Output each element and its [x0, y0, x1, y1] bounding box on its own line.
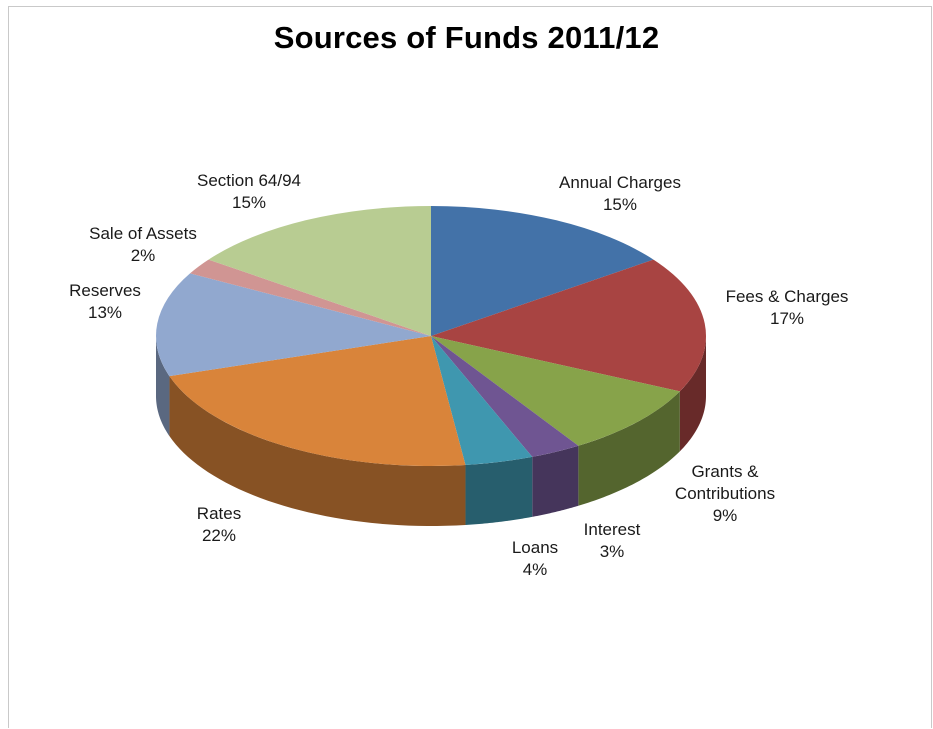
pie-slice-fees-charges: [431, 259, 706, 392]
pie-side-walls: [156, 336, 706, 526]
label-grants-contributions: Grants & Contributions 9%: [675, 461, 775, 527]
pie-slice-sale-of-assets: [190, 259, 431, 336]
label-sale-of-assets: Sale of Assets 2%: [89, 223, 197, 267]
pie-side-fees-charges: [679, 336, 706, 452]
label-loans-value: 4%: [522, 560, 548, 579]
label-grants-name-line1: Grants &: [691, 462, 759, 481]
pie-slice-grants-contributions: [431, 336, 680, 446]
label-loans: Loans 4%: [512, 537, 558, 581]
pie-side-grants-contributions: [578, 391, 680, 506]
pie-slice-reserves: [156, 273, 431, 377]
label-interest: Interest 3%: [584, 519, 641, 563]
label-rates-value: 22%: [201, 526, 237, 545]
pie-side-rates: [169, 376, 466, 526]
label-rates-name: Rates: [196, 504, 242, 523]
pie-side-interest: [532, 445, 579, 517]
label-grants-value: 9%: [712, 506, 738, 525]
label-annual-charges: Annual Charges 15%: [559, 172, 681, 216]
pie-top-faces: [156, 206, 706, 466]
pie-slice-interest: [431, 336, 579, 457]
label-reserves-value: 13%: [87, 303, 123, 322]
chart-title: Sources of Funds 2011/12: [273, 20, 660, 55]
pie-slice-rates: [169, 336, 466, 466]
label-fees-charges-value: 17%: [769, 309, 805, 328]
label-annual-charges-name: Annual Charges: [559, 173, 681, 192]
chart-frame: [8, 6, 932, 728]
label-grants-name-line2: Contributions: [674, 484, 776, 503]
pie-side-reserves: [156, 336, 170, 437]
label-rates: Rates 22%: [197, 503, 241, 547]
pie-slice-annual-charges: [431, 206, 654, 336]
pie-slice-section-64-94: [208, 206, 431, 336]
label-loans-name: Loans: [511, 538, 559, 557]
label-reserves: Reserves 13%: [69, 280, 141, 324]
label-interest-value: 3%: [599, 542, 625, 561]
pie-side-loans: [465, 456, 533, 525]
label-reserves-name: Reserves: [69, 281, 141, 300]
label-sale-of-assets-name: Sale of Assets: [89, 224, 197, 243]
label-section-64-94: Section 64/94 15%: [197, 170, 301, 214]
label-annual-charges-value: 15%: [602, 195, 638, 214]
label-section-64-94-value: 15%: [231, 193, 267, 212]
label-fees-charges-name: Fees & Charges: [725, 287, 849, 306]
label-section-64-94-name: Section 64/94: [197, 171, 301, 190]
pie-slice-loans: [431, 336, 533, 465]
label-sale-of-assets-value: 2%: [130, 246, 156, 265]
label-fees-charges: Fees & Charges 17%: [726, 286, 849, 330]
label-interest-name: Interest: [583, 520, 641, 539]
